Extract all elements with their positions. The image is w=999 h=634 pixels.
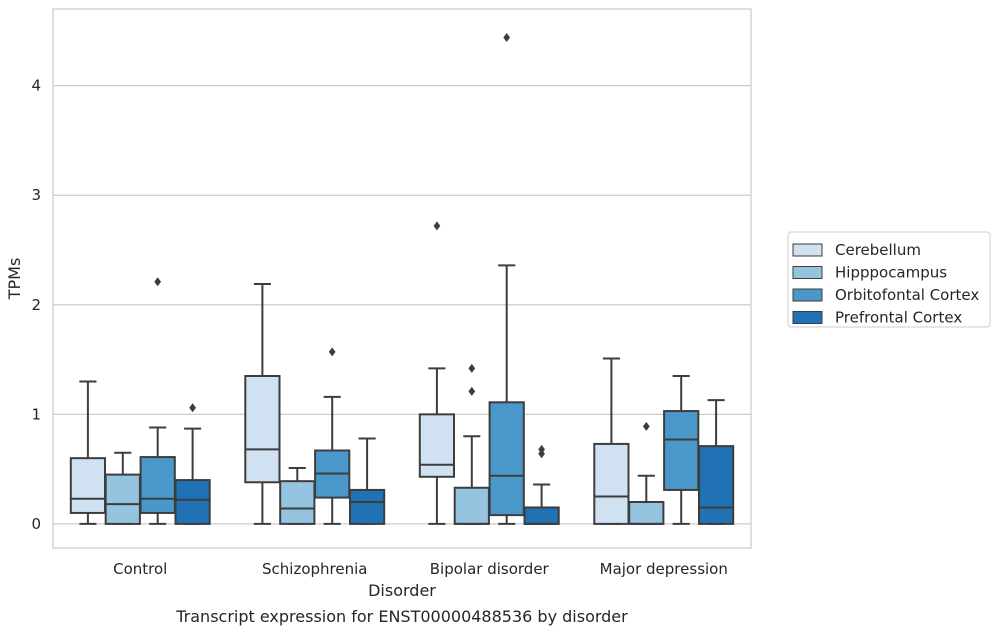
outlier-point bbox=[433, 221, 441, 231]
outlier-point bbox=[189, 403, 196, 413]
box-iqr bbox=[628, 500, 665, 525]
outlier-point bbox=[503, 32, 511, 42]
box-series bbox=[69, 32, 735, 525]
outlier-point bbox=[154, 277, 162, 287]
box-iqr bbox=[453, 486, 490, 525]
box-orbitofontal-cortex-bipolar-disorder bbox=[488, 32, 525, 525]
y-tick-label: 0 bbox=[31, 515, 41, 533]
outlier-point bbox=[468, 363, 476, 373]
outlier-point bbox=[538, 444, 545, 454]
chart-caption: Transcript expression for ENST0000048853… bbox=[175, 607, 628, 626]
legend-label-prefrontal-cortex: Prefrontal Cortex bbox=[835, 309, 962, 327]
legend-swatch-orbitofontal-cortex bbox=[792, 288, 823, 302]
box-cerebellum-bipolar-disorder bbox=[418, 221, 456, 525]
box-iqr bbox=[488, 401, 525, 517]
y-tick-label: 2 bbox=[31, 296, 41, 314]
x-axis-ticks: Control Schizophrenia Bipolar disorder Majo… bbox=[113, 560, 728, 578]
box-iqr bbox=[174, 479, 211, 525]
box-hipppocampus-bipolar-disorder bbox=[453, 363, 490, 525]
outlier-point bbox=[468, 386, 476, 396]
x-tick-label: Schizophrenia bbox=[262, 560, 367, 578]
x-tick-label: Bipolar disorder bbox=[430, 560, 550, 578]
box-prefrontal-cortex-control bbox=[174, 403, 211, 525]
x-tick-label: Control bbox=[113, 560, 167, 578]
y-tick-label: 3 bbox=[31, 186, 41, 204]
box-orbitofontal-cortex-control bbox=[139, 277, 176, 525]
legend-label-hipppocampus: Hipppocampus bbox=[835, 264, 947, 282]
y-tick-label: 1 bbox=[31, 405, 41, 423]
box-orbitofontal-cortex-major-depression bbox=[663, 375, 700, 525]
outlier-point bbox=[328, 347, 336, 357]
outlier-point bbox=[642, 421, 650, 431]
legend-swatch-cerebellum bbox=[792, 243, 823, 257]
box-iqr bbox=[523, 506, 560, 525]
y-axis-ticks: 0 1 2 3 4 bbox=[31, 77, 41, 533]
box-iqr bbox=[593, 442, 630, 525]
box-hipppocampus-schizophrenia bbox=[279, 467, 316, 525]
x-tick-label: Major depression bbox=[600, 560, 728, 578]
legend: Cerebellum Hipppocampus Orbitofontal Corte… bbox=[787, 231, 991, 328]
box-hipppocampus-major-depression bbox=[628, 421, 665, 525]
legend-swatch-prefrontal-cortex bbox=[792, 311, 823, 324]
box-iqr bbox=[244, 375, 281, 484]
legend-frame bbox=[787, 231, 991, 328]
box-iqr bbox=[697, 445, 735, 525]
y-axis-label: TPMs bbox=[5, 258, 24, 301]
box-cerebellum-major-depression bbox=[593, 357, 630, 525]
legend-swatch-hipppocampus bbox=[792, 266, 823, 279]
box-prefrontal-cortex-major-depression bbox=[697, 399, 735, 525]
box-iqr bbox=[69, 457, 107, 514]
box-prefrontal-cortex-bipolar-disorder bbox=[523, 444, 560, 525]
legend-items: Cerebellum Hipppocampus Orbitofontal Corte… bbox=[792, 241, 979, 327]
box-prefrontal-cortex-schizophrenia bbox=[348, 437, 386, 525]
x-axis-label: Disorder bbox=[368, 581, 436, 600]
plot-frame bbox=[52, 8, 752, 549]
box-iqr bbox=[279, 480, 316, 525]
box-iqr bbox=[418, 413, 456, 478]
box-cerebellum-control bbox=[69, 380, 107, 525]
box-cerebellum-schizophrenia bbox=[244, 282, 281, 525]
legend-label-cerebellum: Cerebellum bbox=[835, 241, 921, 259]
box-orbitofontal-cortex-schizophrenia bbox=[314, 347, 351, 525]
y-tick-label: 4 bbox=[31, 77, 41, 95]
box-iqr bbox=[663, 410, 700, 491]
box-iqr bbox=[139, 456, 176, 514]
legend-label-orbitofontal-cortex: Orbitofontal Cortex bbox=[835, 286, 979, 304]
box-hipppocampus-control bbox=[104, 451, 141, 525]
box-iqr bbox=[104, 473, 141, 525]
box-iqr bbox=[348, 488, 386, 525]
